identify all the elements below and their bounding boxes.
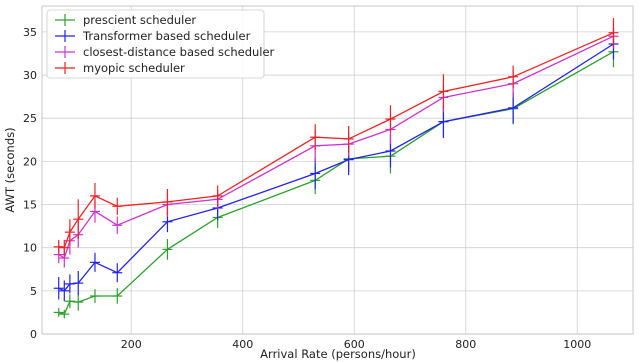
x-tick-label: 400 bbox=[232, 338, 253, 351]
legend-item: closest-distance based scheduler bbox=[55, 45, 275, 59]
legend-item: myopic scheduler bbox=[55, 61, 185, 75]
y-axis-label: AWT (seconds) bbox=[3, 127, 17, 212]
x-tick-label: 200 bbox=[121, 338, 142, 351]
legend-label: myopic scheduler bbox=[83, 61, 185, 75]
series-line bbox=[58, 35, 614, 259]
y-tick-label: 5 bbox=[30, 285, 37, 298]
x-tick-label: 1000 bbox=[563, 338, 591, 351]
plot-frame bbox=[41, 5, 634, 335]
legend-box bbox=[46, 9, 265, 79]
y-tick-label: 0 bbox=[30, 328, 37, 341]
legend-item: prescient scheduler bbox=[55, 13, 196, 27]
series-layer bbox=[53, 18, 619, 319]
legend: prescient scheduler Transformer based sch… bbox=[46, 9, 275, 79]
x-tick-label: 600 bbox=[344, 338, 365, 351]
y-tick-label: 30 bbox=[23, 69, 37, 82]
y-tick-label: 25 bbox=[23, 112, 37, 125]
legend-label: closest-distance based scheduler bbox=[83, 45, 275, 59]
series-4 bbox=[53, 18, 619, 256]
legend-label: Transformer based scheduler bbox=[82, 29, 251, 43]
y-tick-label: 35 bbox=[23, 26, 37, 39]
x-tick-label: 800 bbox=[455, 338, 476, 351]
y-tick-label: 20 bbox=[23, 155, 37, 168]
tick-labels: 200 400 600 800 1000 0 5 10 15 20 25 30 35 bbox=[23, 26, 591, 351]
series-line bbox=[58, 32, 614, 249]
y-tick-label: 15 bbox=[23, 199, 37, 212]
y-tick-label: 10 bbox=[23, 242, 37, 255]
legend-item: Transformer based scheduler bbox=[55, 29, 251, 43]
x-axis-label: Arrival Rate (persons/hour) bbox=[260, 347, 416, 361]
legend-label: prescient scheduler bbox=[83, 13, 196, 27]
